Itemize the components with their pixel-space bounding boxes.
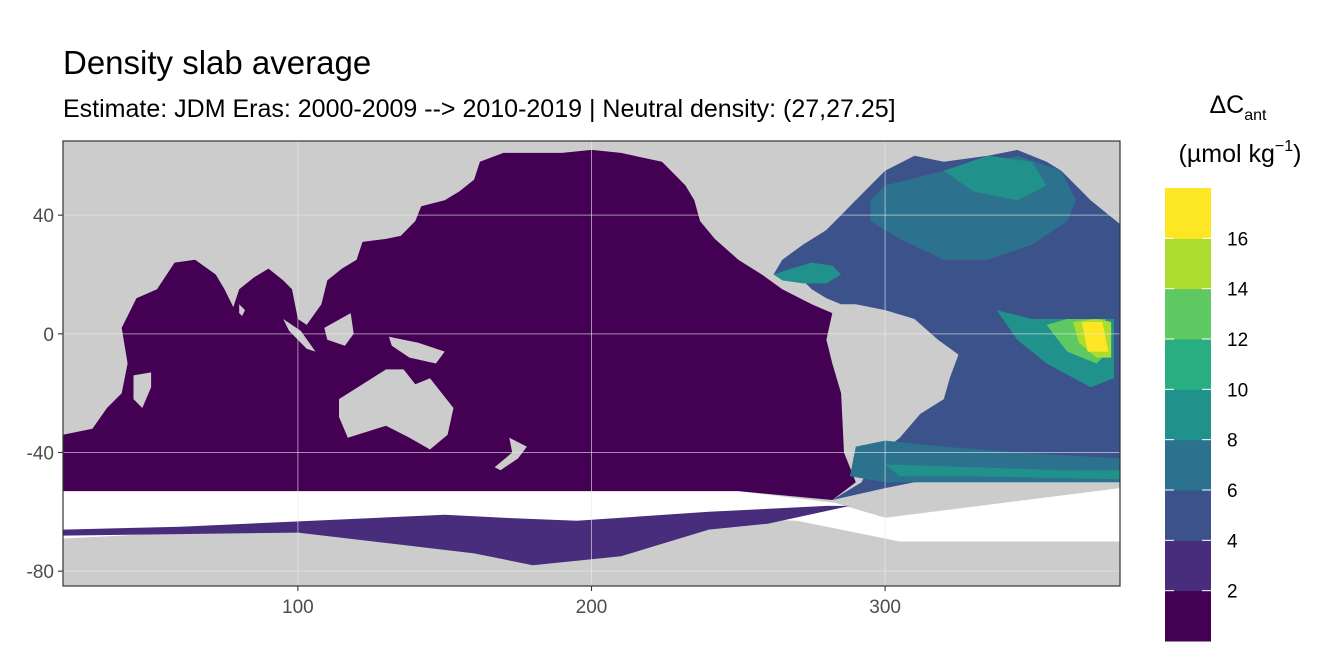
- madagascar: [133, 372, 152, 408]
- legend-tick-label-10: 10: [1227, 380, 1248, 401]
- legend-swatch-8: [1165, 188, 1211, 239]
- legend-swatch-4: [1165, 389, 1211, 441]
- equatorial-atlantic-max: [1081, 322, 1109, 352]
- legend-swatch-3: [1165, 439, 1211, 491]
- x-tick-label-100: 100: [282, 597, 314, 618]
- legend-tick-label-14: 14: [1227, 280, 1249, 301]
- south-atlantic-core: [885, 464, 1120, 480]
- caribbean-gulf: [773, 262, 842, 284]
- australia: [339, 369, 454, 450]
- grid: [63, 141, 1120, 586]
- legend-tick-label-12: 12: [1227, 330, 1248, 351]
- legend-colorbar: [1165, 188, 1211, 642]
- y-tick-label-40: 40: [33, 206, 54, 227]
- legend-swatch-5: [1165, 339, 1211, 390]
- legend-tick-label-2: 2: [1227, 582, 1238, 603]
- legend-unit: (µmol kg−1): [1179, 138, 1302, 168]
- new-guinea: [388, 336, 445, 364]
- us-east-coast-water: [826, 200, 862, 245]
- legend-title: ΔCant: [1209, 91, 1267, 124]
- legend-tick-label-16: 16: [1227, 229, 1248, 250]
- x-tick-label-300: 300: [869, 597, 901, 618]
- legend-tick-label-4: 4: [1227, 531, 1238, 552]
- legend-swatch-0: [1165, 590, 1211, 642]
- chart-subtitle: Estimate: JDM Eras: 2000-2009 --> 2010-2…: [63, 95, 896, 123]
- legend-tick-label-6: 6: [1227, 481, 1238, 502]
- north-atlantic-core: [943, 155, 1047, 201]
- antarctic-shelf: [63, 505, 850, 566]
- legend-tick-label-8: 8: [1227, 431, 1238, 452]
- legend-swatch-2: [1165, 490, 1211, 541]
- legend-swatch-6: [1165, 288, 1211, 340]
- pacific-indian-ocean: [63, 149, 856, 500]
- sri-lanka: [239, 304, 245, 316]
- legend-swatch-7: [1165, 238, 1211, 290]
- borneo: [324, 313, 354, 346]
- y-tick-label--80: -80: [27, 562, 54, 583]
- sumatra: [283, 319, 316, 352]
- legend: ΔCant (µmol kg−1) 2 4 6 8 10 12 14 16: [1165, 91, 1301, 642]
- x-axis: 100 200 300: [282, 586, 901, 618]
- chart-title: Density slab average: [63, 44, 371, 81]
- y-tick-label--40: -40: [27, 444, 54, 465]
- legend-ticks: 2 4 6 8 10 12 14 16: [1165, 229, 1249, 603]
- map-panel: [63, 141, 1120, 586]
- y-tick-label-0: 0: [43, 325, 54, 346]
- legend-swatch-1: [1165, 540, 1211, 592]
- new-zealand: [494, 437, 527, 471]
- x-tick-label-200: 200: [576, 597, 608, 618]
- y-axis: -80 -40 0 40: [27, 206, 63, 583]
